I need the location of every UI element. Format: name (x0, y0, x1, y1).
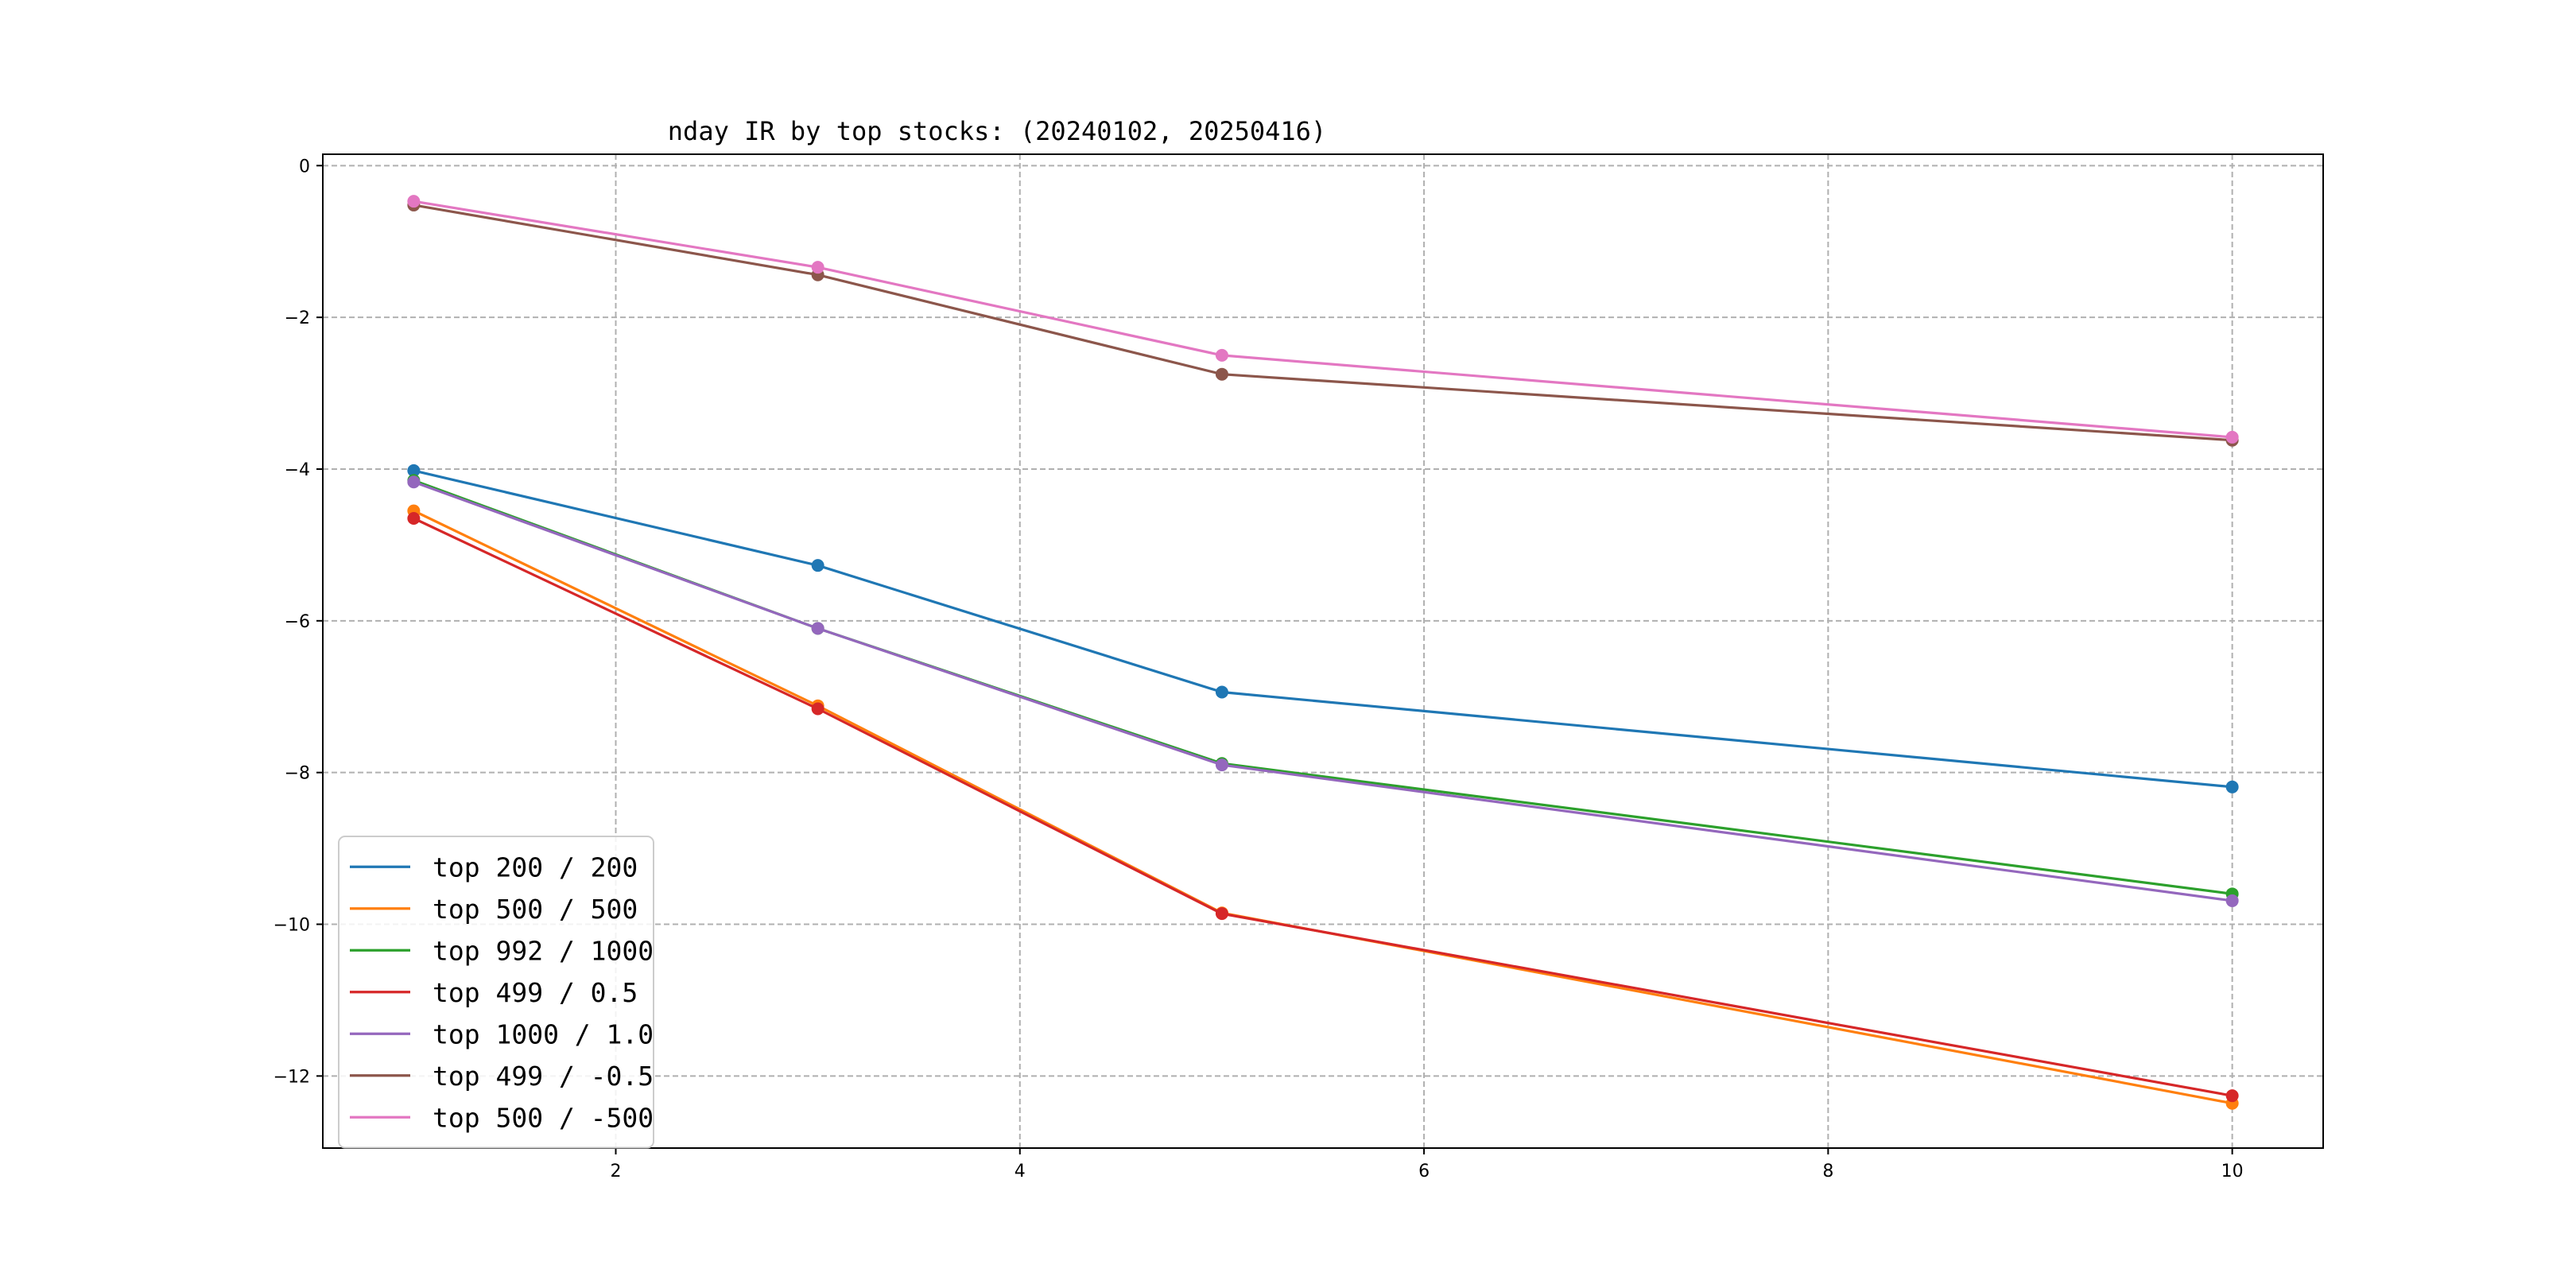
data-point (811, 559, 824, 572)
legend-label: top 500 / -500 (433, 1102, 654, 1133)
data-point (2225, 894, 2239, 907)
data-point (1215, 758, 1228, 772)
legend-label: top 992 / 1000 (433, 935, 654, 966)
x-tick-label: 10 (2221, 1162, 2244, 1181)
legend-label: top 499 / 0.5 (433, 977, 638, 1008)
y-tick-label: −8 (285, 764, 310, 784)
data-point (2225, 430, 2239, 444)
data-point (811, 622, 824, 635)
x-tick-label: 6 (1418, 1162, 1430, 1181)
grid-lines (323, 154, 2323, 1148)
data-point (407, 512, 421, 526)
series-line (413, 469, 2233, 789)
series-line (413, 200, 2233, 439)
x-tick-label: 8 (1822, 1162, 1833, 1181)
series-1 (407, 464, 2239, 793)
series-6 (407, 198, 2239, 447)
legend-label: top 200 / 200 (433, 852, 638, 883)
data-point (1215, 907, 1228, 921)
y-tick-label: −6 (285, 612, 310, 632)
y-tick-label: 0 (299, 157, 310, 177)
series-line (413, 510, 2233, 1105)
data-point (1215, 685, 1228, 699)
data-point (1215, 367, 1228, 381)
data-point (407, 475, 421, 489)
plot-frame (322, 153, 2324, 1149)
y-tick-label: −12 (274, 1067, 310, 1087)
series-7 (407, 195, 2239, 444)
series-line (413, 204, 2233, 442)
legend: top 200 / 200 top 500 / 500 top 992 / 1000… (338, 836, 654, 1149)
legend-box (338, 836, 654, 1149)
legend-label: top 500 / 500 (433, 894, 638, 925)
y-tick-label: −10 (274, 916, 310, 936)
series-3 (407, 474, 2239, 901)
series-lines (407, 195, 2239, 1110)
series-4 (407, 512, 2239, 1103)
data-point (407, 464, 421, 477)
y-tick-label: −4 (285, 460, 310, 480)
legend-label: top 499 / -0.5 (433, 1061, 654, 1092)
chart-title: nday IR by top stocks: (20240102, 202504… (668, 116, 1326, 146)
legend-label: top 1000 / 1.0 (433, 1018, 654, 1049)
data-point (407, 195, 421, 208)
x-tick-label: 2 (611, 1162, 622, 1181)
x-tick-label: 4 (1014, 1162, 1026, 1181)
series-line (413, 517, 2233, 1097)
series-2 (407, 504, 2239, 1110)
series-line (413, 479, 2233, 895)
series-5 (407, 475, 2239, 907)
data-point (1215, 348, 1228, 362)
data-point (811, 261, 824, 274)
data-point (811, 702, 824, 716)
data-point (2225, 1089, 2239, 1103)
y-tick-label: −2 (285, 308, 310, 328)
series-line (413, 480, 2233, 902)
axis-ticks: 2 4 6 8 10 0 −2 −4 −6 −8 −10 −12 (274, 157, 2244, 1181)
data-point (2225, 780, 2239, 793)
